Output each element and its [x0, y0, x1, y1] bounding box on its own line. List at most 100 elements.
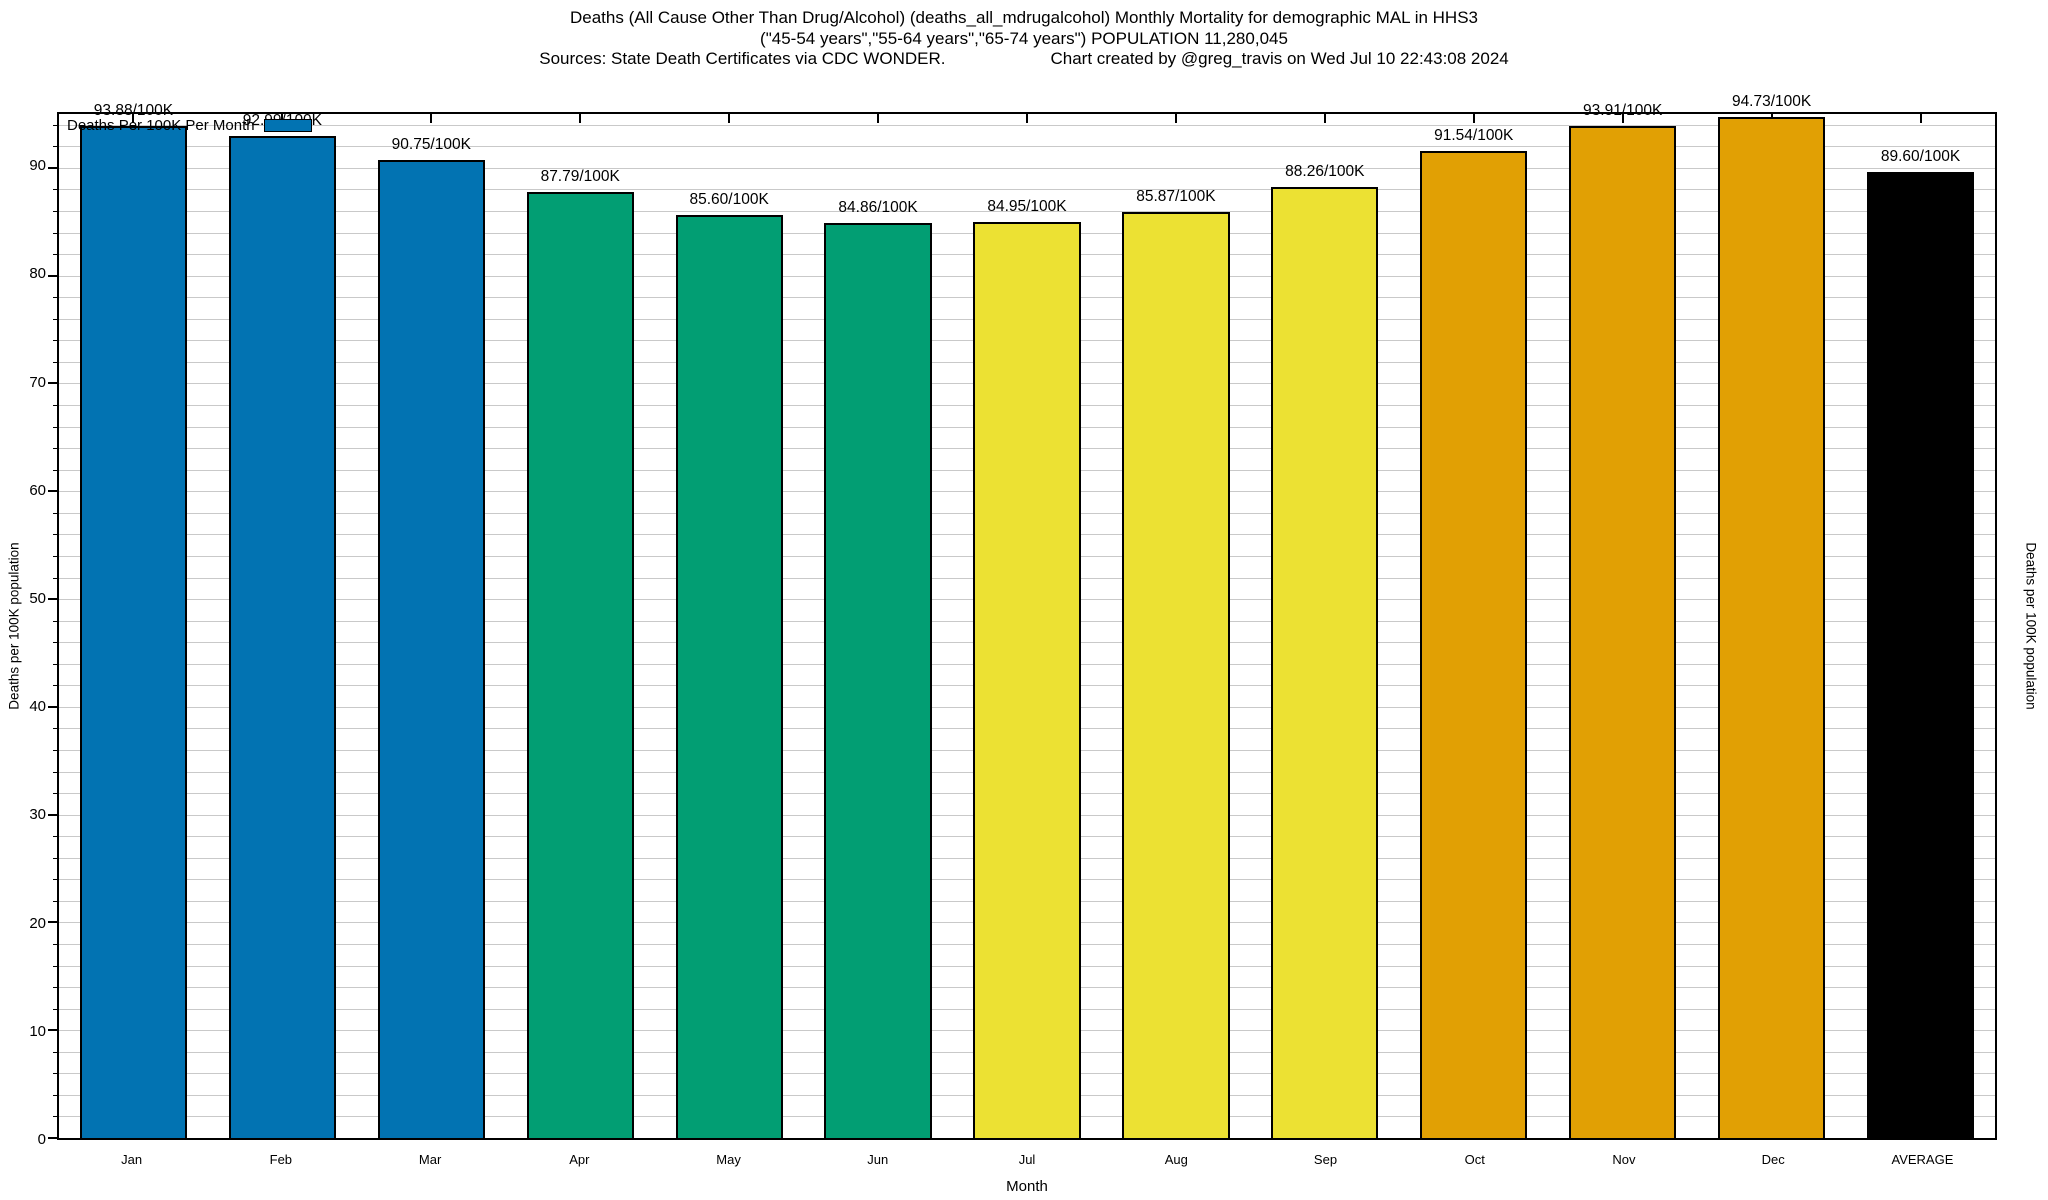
bar-slot-nov: 93.91/100K	[1548, 102, 1697, 1138]
y-minor-tick	[53, 469, 58, 471]
y-tick-label: 30	[29, 806, 46, 824]
y-tick-label: 10	[29, 1022, 46, 1040]
y-minor-tick	[53, 642, 58, 644]
y-major-tick	[48, 166, 58, 169]
bar-value-label: 93.88/100K	[93, 102, 174, 120]
bar-value-label: 91.54/100K	[1434, 127, 1514, 145]
x-tick-label-sep: Sep	[1313, 1152, 1338, 1167]
y-major-tick	[48, 598, 58, 601]
x-tick-label-jun: Jun	[867, 1152, 889, 1167]
x-tick-label-jul: Jul	[1018, 1152, 1036, 1167]
y-minor-tick	[53, 1116, 58, 1118]
bar-dec	[1717, 116, 1826, 1138]
x-tick-label-mar: Mar	[418, 1152, 442, 1167]
bar-slot-mar: 90.75/100K	[357, 114, 506, 1138]
y-tick-label: 70	[29, 373, 46, 391]
y-tick-label: 0	[37, 1131, 46, 1148]
y-major-tick	[48, 1137, 58, 1139]
bar-slot-aug: 85.87/100K	[1101, 114, 1250, 1138]
y-minor-tick	[53, 577, 58, 579]
y-minor-tick	[53, 448, 58, 450]
y-major-tick	[48, 490, 58, 493]
bar-value-label: 84.86/100K	[838, 199, 918, 217]
x-top-tick	[1174, 114, 1177, 123]
y-minor-tick	[53, 1073, 58, 1075]
y-major-tick	[48, 705, 58, 708]
gridline	[59, 146, 1995, 148]
gridline	[59, 124, 1995, 126]
bar-slot-oct: 91.54/100K	[1399, 114, 1548, 1138]
y-tick-label: 20	[29, 914, 46, 932]
bars-container: 93.88/100K 92.99/100K 90.75/100K 87.79/100K…	[59, 93, 1995, 1138]
credit-text: Chart created by @greg_travis on Wed Jul…	[1050, 49, 1509, 69]
y-minor-tick	[53, 900, 58, 902]
bar-slot-dec: 94.73/100K	[1697, 93, 1846, 1138]
plot-area: 93.88/100K 92.99/100K 90.75/100K 87.79/100K…	[48, 93, 1997, 1140]
x-tick-label-nov: Nov	[1612, 1152, 1636, 1167]
y-minor-tick	[53, 943, 58, 945]
y-minor-tick	[53, 685, 58, 687]
x-top-tick	[877, 114, 880, 123]
y-tick-label: 40	[29, 698, 46, 716]
bar-jul	[973, 222, 1081, 1138]
y-minor-tick	[53, 124, 58, 126]
y-minor-tick	[53, 555, 58, 557]
bar-sep	[1271, 186, 1379, 1138]
x-tick-label-apr: Apr	[569, 1152, 590, 1167]
y-minor-tick	[53, 232, 58, 234]
y-minor-tick	[53, 965, 58, 967]
y-minor-tick	[53, 728, 58, 730]
y-major-tick	[48, 921, 58, 924]
legend-swatch	[263, 119, 312, 132]
y-minor-tick	[53, 318, 58, 320]
bar-nov	[1569, 125, 1677, 1138]
bar-slot-jul: 84.95/100K	[953, 114, 1102, 1138]
y-minor-tick	[53, 189, 58, 191]
y-minor-tick	[53, 146, 58, 148]
bar-oct	[1420, 151, 1528, 1138]
gridline	[59, 189, 1995, 191]
y-axis-label-left: Deaths per 100K population	[6, 542, 22, 710]
bar-aug	[1122, 212, 1230, 1138]
bar-value-label: 90.75/100K	[391, 135, 471, 153]
bar-jun	[824, 223, 932, 1138]
y-minor-tick	[53, 1008, 58, 1010]
x-tick-label-average: AVERAGE	[1891, 1152, 1954, 1167]
y-major-tick	[48, 382, 58, 385]
x-top-tick	[430, 114, 433, 123]
bar-value-label: 93.91/100K	[1583, 101, 1663, 119]
y-minor-tick	[53, 1051, 58, 1053]
bar-average	[1866, 172, 1975, 1138]
y-minor-tick	[53, 987, 58, 989]
chart-header: Deaths (All Cause Other Than Drug/Alcoho…	[0, 8, 2048, 70]
x-tick-label-feb: Feb	[269, 1152, 293, 1167]
bar-value-label: 85.60/100K	[689, 191, 769, 209]
x-top-tick	[1025, 114, 1028, 123]
legend-label: Deaths Per 100K Per Month	[67, 117, 255, 134]
bar-value-label: 88.26/100K	[1285, 162, 1365, 180]
bar-slot-sep: 88.26/100K	[1250, 114, 1399, 1138]
y-minor-tick	[53, 211, 58, 213]
x-top-tick	[1621, 114, 1624, 123]
bar-slot-may: 85.60/100K	[655, 114, 804, 1138]
bar-slot-feb: 92.99/100K	[208, 112, 357, 1138]
y-minor-tick	[53, 512, 58, 514]
y-minor-tick	[53, 340, 58, 342]
y-minor-tick	[53, 426, 58, 428]
y-axis-label-right: Deaths per 100K population	[2023, 542, 2039, 710]
bar-slot-apr: 87.79/100K	[506, 114, 655, 1138]
y-minor-tick	[53, 361, 58, 363]
bar-mar	[377, 159, 485, 1138]
bar-value-label: 89.60/100K	[1880, 148, 1961, 166]
bar-jan	[79, 126, 188, 1138]
bar-value-label: 84.95/100K	[987, 198, 1067, 216]
x-tick-label-oct: Oct	[1464, 1152, 1485, 1167]
y-minor-tick	[53, 254, 58, 256]
y-major-tick	[48, 813, 58, 816]
bar-value-label: 87.79/100K	[540, 167, 620, 185]
x-top-tick	[281, 114, 284, 123]
bar-slot-jan: 93.88/100K	[59, 102, 208, 1138]
y-minor-tick	[53, 534, 58, 536]
bar-may	[675, 215, 783, 1138]
y-tick-label: 50	[29, 589, 46, 607]
